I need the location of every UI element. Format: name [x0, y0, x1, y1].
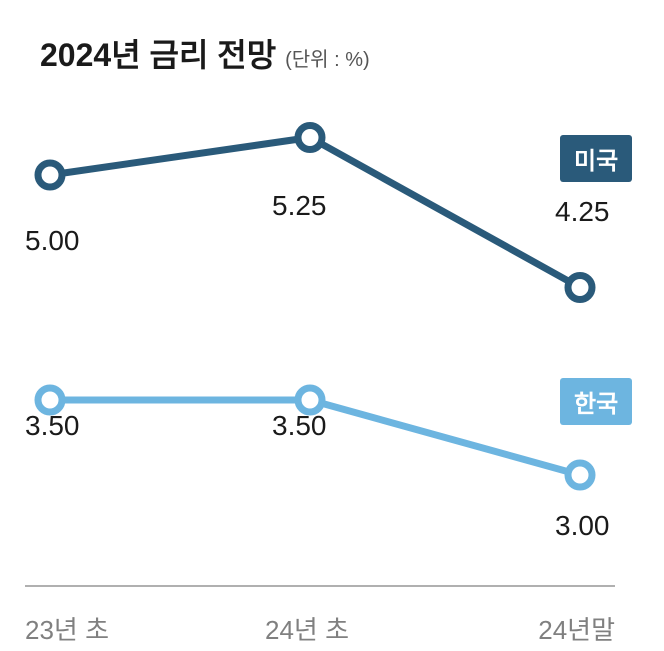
value-label-미국-0: 5.00: [25, 225, 80, 257]
value-label-미국-1: 5.25: [272, 190, 327, 222]
marker-미국-2: [568, 276, 592, 300]
series-badge-한국: 한국: [560, 378, 632, 425]
value-label-한국-1: 3.50: [272, 410, 327, 442]
x-axis-label-1: 24년 초: [265, 610, 349, 647]
series-badge-미국: 미국: [560, 135, 632, 182]
marker-미국-0: [38, 163, 62, 187]
chart-svg: [0, 0, 664, 651]
x-axis-label-0: 23년 초: [25, 610, 109, 647]
value-label-미국-2: 4.25: [555, 196, 610, 228]
chart-container: 2024년 금리 전망 (단위 : %) 5.005.254.25미국3.503…: [0, 0, 664, 651]
x-axis-line: [25, 585, 615, 587]
value-label-한국-2: 3.00: [555, 510, 610, 542]
marker-한국-2: [568, 463, 592, 487]
value-label-한국-0: 3.50: [25, 410, 80, 442]
x-axis-label-2: 24년말: [538, 610, 615, 647]
marker-한국-0: [38, 388, 62, 412]
marker-미국-1: [298, 126, 322, 150]
marker-한국-1: [298, 388, 322, 412]
